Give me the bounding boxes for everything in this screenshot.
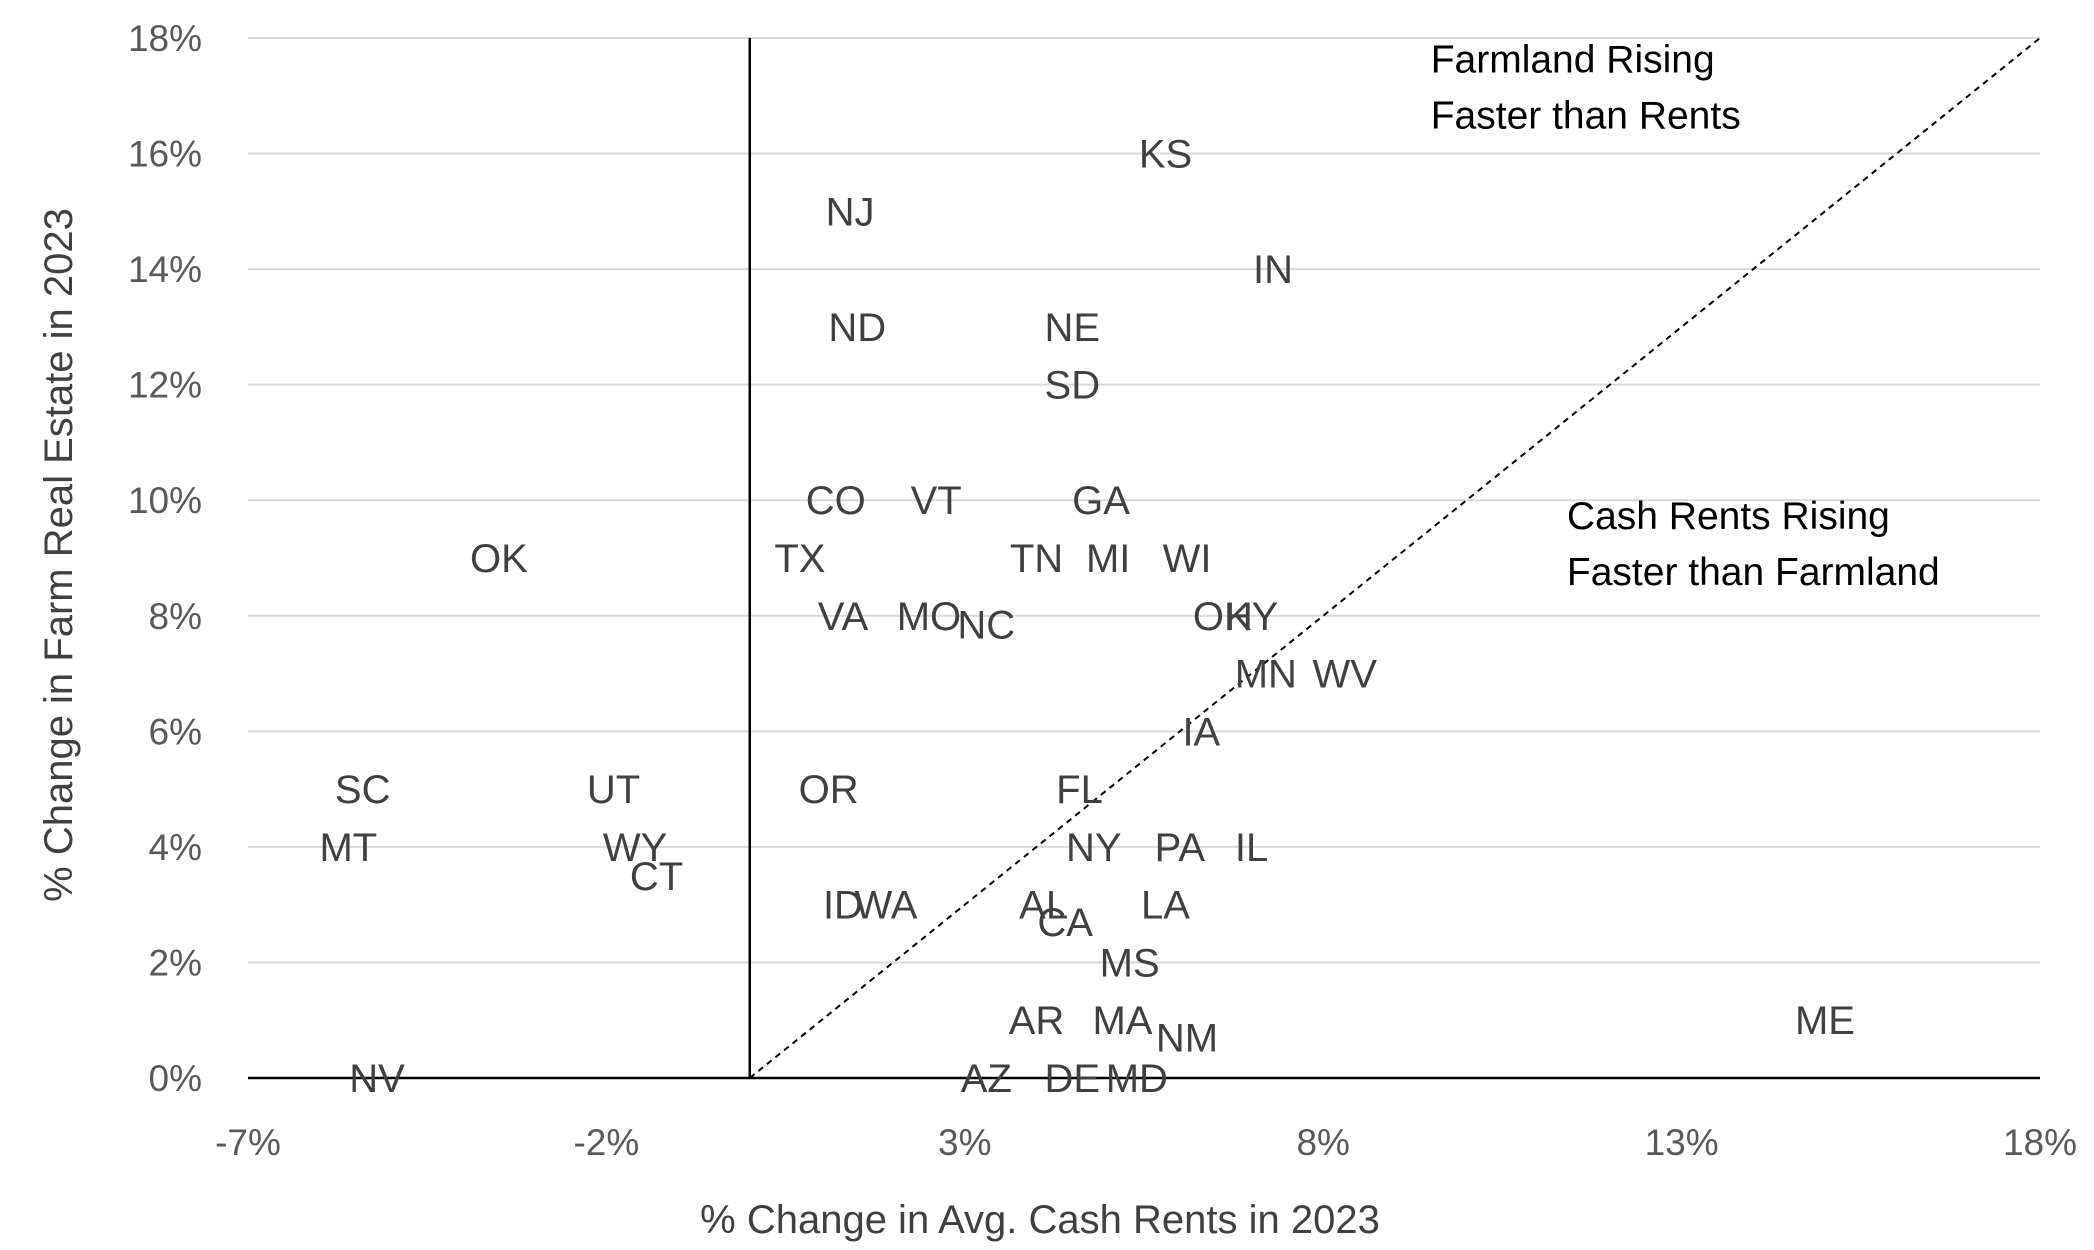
point-label-nv: NV [349,1057,405,1101]
point-label-ne: NE [1045,306,1101,350]
point-label-vt: VT [911,479,962,523]
point-label-ca: CA [1037,901,1093,945]
annotation-1: Farmland Rising Faster than Rents [1431,39,1741,138]
point-label-va: VA [818,595,869,639]
point-label-oh: OH [1193,595,1253,639]
y-tick-label: 8% [149,596,202,637]
point-label-ct: CT [630,855,683,899]
x-tick-label: -2% [573,1122,639,1163]
y-tick-label: 4% [149,827,202,868]
axes [248,38,2040,1080]
y-tick-label: 12% [128,365,202,406]
y-tick-label: 14% [128,249,202,290]
point-label-pa: PA [1155,826,1206,870]
x-tick-label: -7% [215,1122,281,1163]
point-label-mn: MN [1235,653,1297,697]
point-label-ok: OK [470,537,528,581]
point-label-nc: NC [957,603,1015,647]
annotation-2: Cash Rents Rising Faster than Farmland [1567,495,1940,594]
x-tick-labels: -7% -2% 3% 8% 13% 18% [215,1122,2077,1163]
point-label-wa: WA [854,884,917,928]
y-tick-labels: 0% 2% 4% 6% 8% 10% 12% 14% 16% 18% [128,18,202,1099]
point-label-wv: WV [1312,653,1377,697]
point-label-in: IN [1253,248,1293,292]
y-tick-label: 18% [128,18,202,59]
gridlines [248,37,2040,964]
y-tick-label: 16% [128,134,202,175]
point-label-ny: NY [1066,826,1122,870]
point-label-wy: WY [603,826,667,870]
point-label-ia: IA [1182,710,1220,754]
point-label-ar: AR [1009,999,1065,1043]
point-label-nm: NM [1156,1017,1218,1061]
x-tick-label: 13% [1645,1122,1719,1163]
point-label-co: CO [806,479,866,523]
x-tick-label: 8% [1296,1122,1349,1163]
point-label-id: ID [823,884,863,928]
y-tick-label: 0% [149,1058,202,1099]
point-label-mi: MI [1086,537,1130,581]
point-label-nj: NJ [826,190,875,234]
y-tick-label: 10% [128,480,202,521]
point-label-la: LA [1141,884,1190,928]
point-label-wi: WI [1163,537,1212,581]
point-label-de: DE [1045,1057,1101,1101]
point-label-me: ME [1795,999,1855,1043]
point-label-al: AL [1019,884,1068,928]
point-label-ms: MS [1100,941,1160,985]
point-label-ks: KS [1139,133,1192,177]
point-label-ut: UT [587,768,640,812]
reference-line-y-equals-x [749,37,2041,1079]
point-label-il: IL [1235,826,1268,870]
point-label-or: OR [799,768,859,812]
point-label-nd: ND [828,306,886,350]
point-label-fl: FL [1056,768,1103,812]
x-axis-title: % Change in Avg. Cash Rents in 2023 [700,1198,1380,1242]
annotations: Farmland Rising Faster than Rents Cash Ren… [1431,39,1940,594]
point-label-md: MD [1106,1057,1168,1101]
point-label-ga: GA [1072,479,1130,523]
reference-line [749,37,2041,1079]
point-label-sd: SD [1045,364,1101,408]
x-tick-label: 3% [938,1122,991,1163]
point-label-az: AZ [961,1057,1012,1101]
point-label-sc: SC [335,768,391,812]
point-label-ma: MA [1092,999,1152,1043]
y-tick-label: 6% [149,711,202,752]
point-label-tn: TN [1010,537,1063,581]
point-label-mt: MT [319,826,377,870]
y-tick-label: 2% [149,942,202,983]
x-tick-label: 18% [2003,1122,2077,1163]
point-label-ky: KY [1225,595,1278,639]
y-axis-title: % Change in Farm Real Estate in 2023 [37,208,81,902]
point-label-mo: MO [897,595,961,639]
point-label-tx: TX [774,537,825,581]
